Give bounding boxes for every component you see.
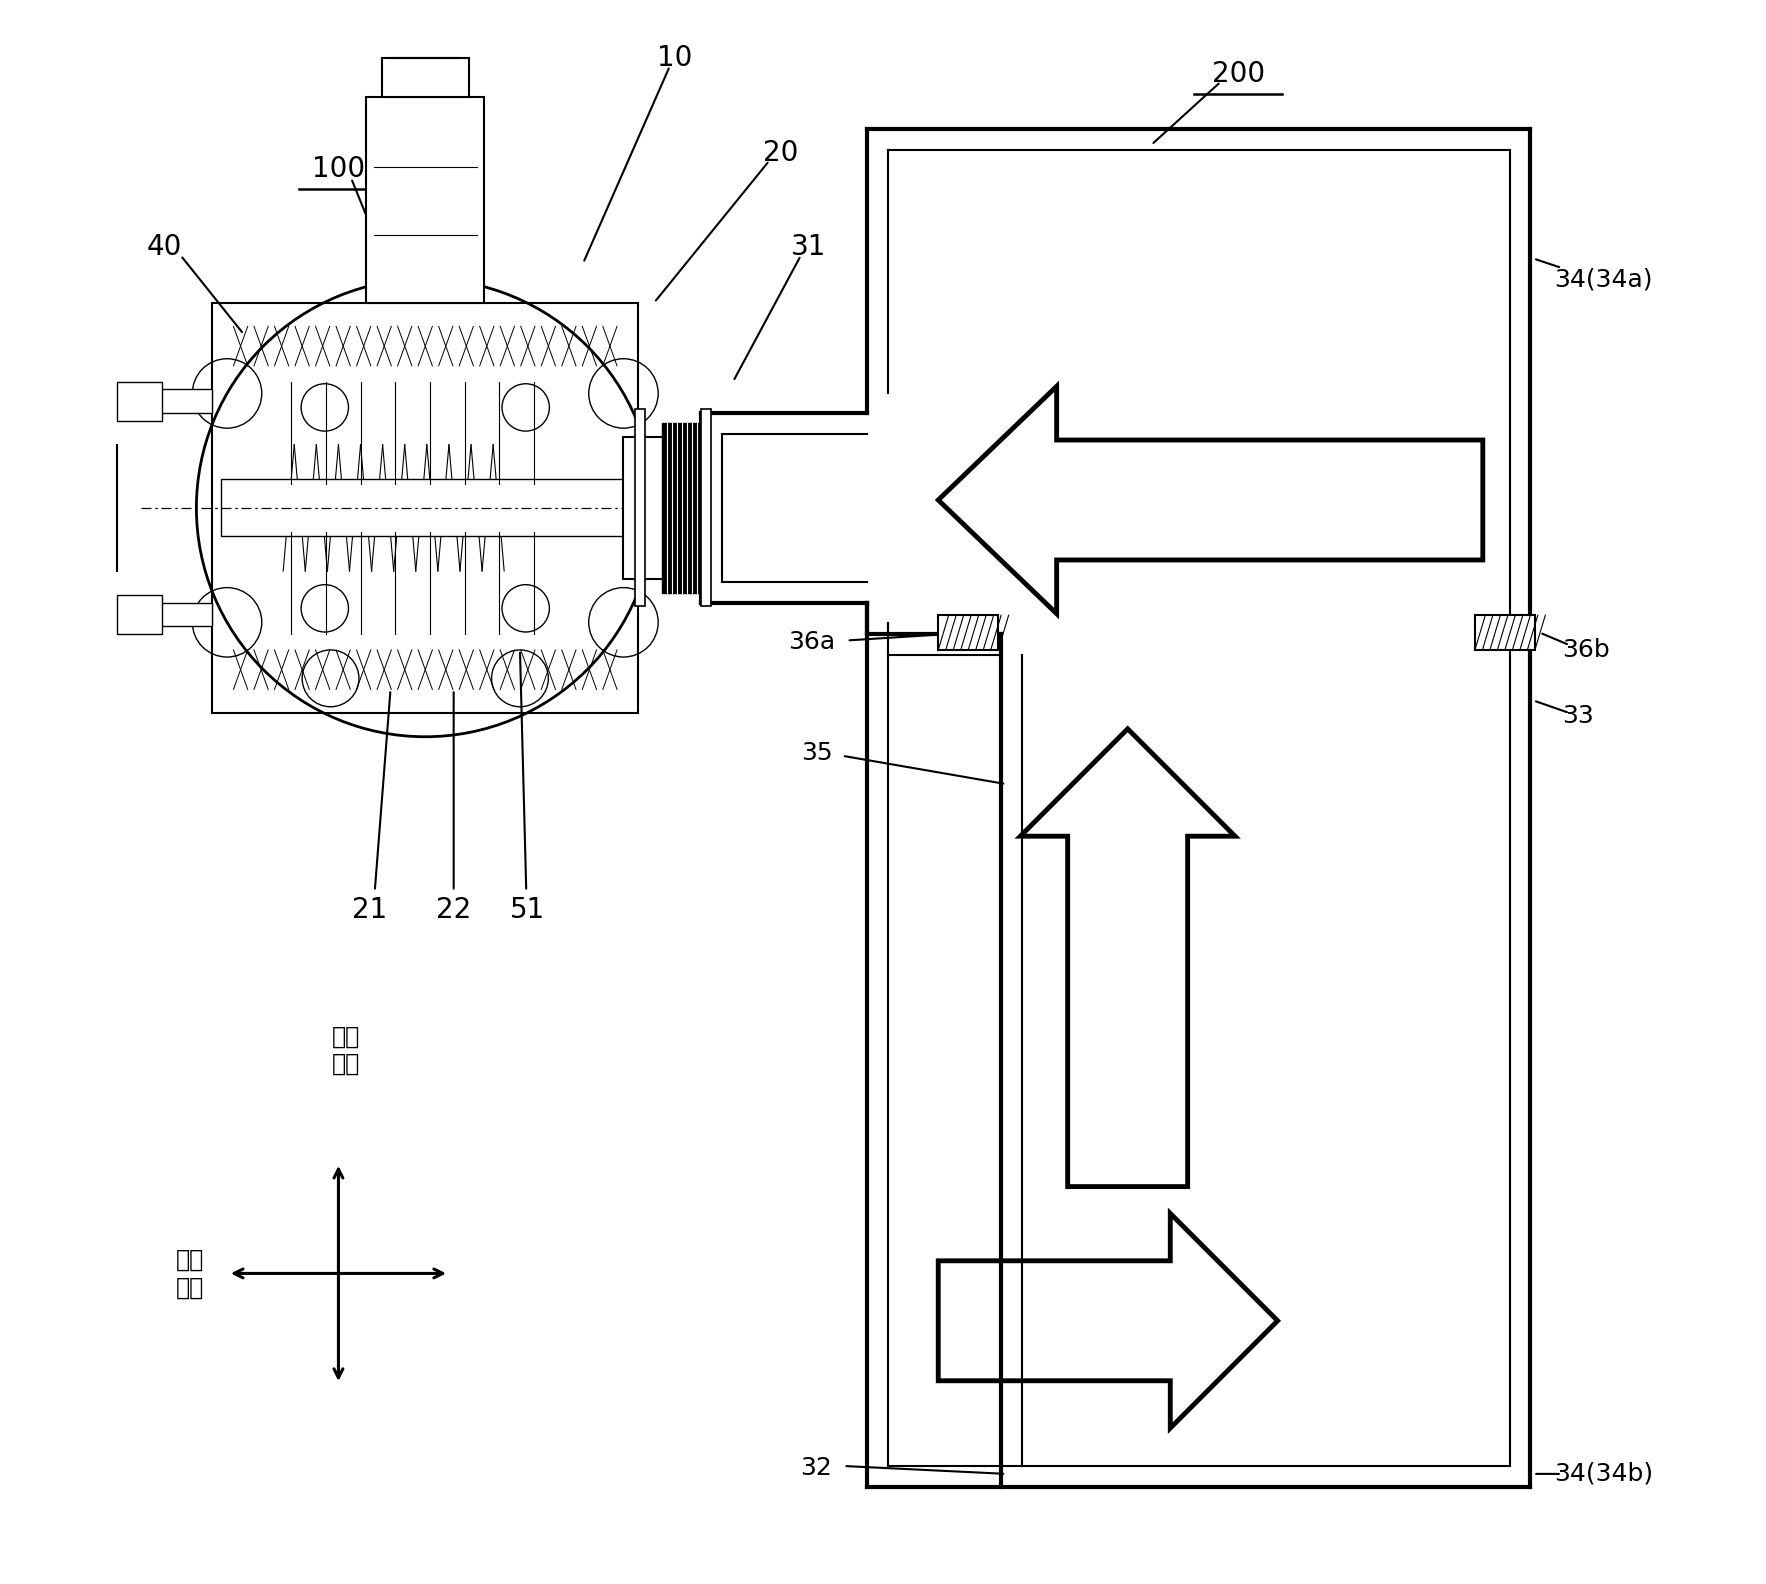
Text: 33: 33 — [1561, 705, 1593, 729]
Text: 水平
方向: 水平 方向 — [177, 1248, 205, 1299]
Text: 31: 31 — [791, 233, 826, 261]
Bar — [118, 594, 162, 634]
Text: 200: 200 — [1211, 60, 1264, 87]
Text: 36b: 36b — [1561, 638, 1609, 662]
Bar — [381, 59, 468, 98]
Bar — [221, 480, 630, 537]
Text: 铅垂
方向: 铅垂 方向 — [332, 1025, 360, 1076]
Bar — [623, 437, 710, 578]
Bar — [157, 602, 212, 626]
Text: 34(34a): 34(34a) — [1554, 268, 1653, 291]
Text: 34(34b): 34(34b) — [1554, 1462, 1653, 1486]
Text: 36a: 36a — [789, 630, 835, 654]
Bar — [1475, 615, 1535, 649]
Bar — [118, 382, 162, 421]
Text: 51: 51 — [510, 897, 546, 925]
Text: 40: 40 — [147, 233, 182, 261]
Bar — [366, 98, 484, 303]
Text: 22: 22 — [436, 897, 472, 925]
Text: 32: 32 — [800, 1456, 832, 1479]
Bar — [938, 615, 998, 649]
Polygon shape — [938, 1213, 1277, 1429]
Bar — [212, 303, 638, 713]
Bar — [701, 409, 712, 607]
Text: 100: 100 — [313, 155, 366, 182]
Bar — [157, 390, 212, 413]
Polygon shape — [938, 386, 1483, 613]
Text: 21: 21 — [353, 897, 387, 925]
Text: 20: 20 — [763, 139, 798, 166]
Text: 35: 35 — [800, 741, 832, 765]
Bar — [636, 409, 645, 607]
Polygon shape — [1021, 729, 1234, 1186]
Bar — [662, 423, 701, 592]
Text: 10: 10 — [657, 44, 692, 71]
